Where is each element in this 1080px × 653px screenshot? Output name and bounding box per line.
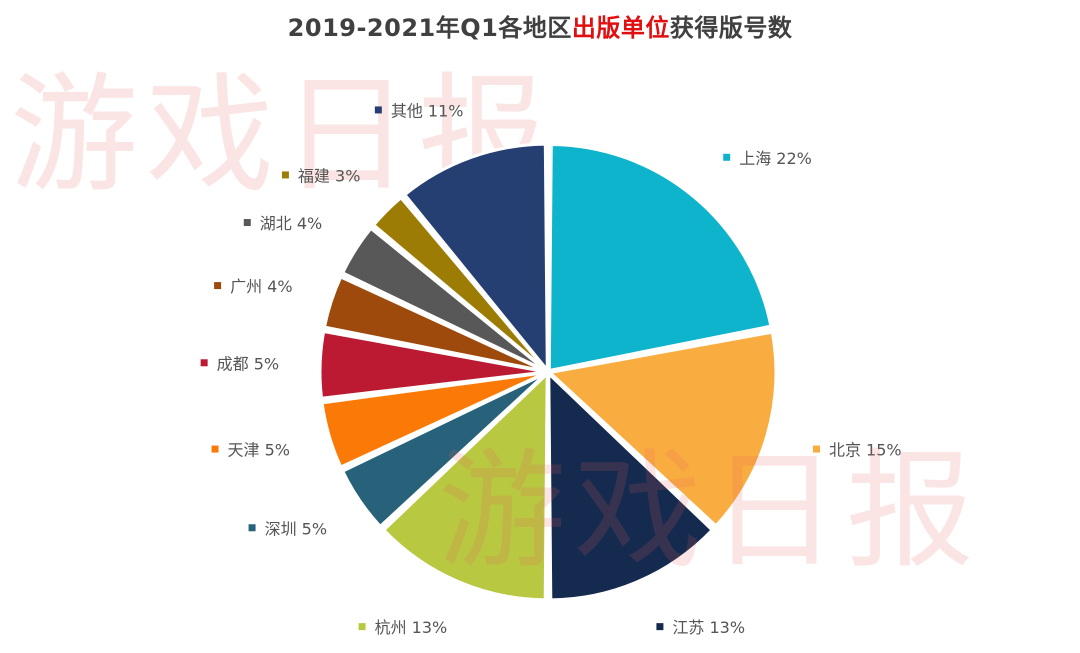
slice-label-2: 江苏 13%: [656, 618, 745, 637]
slice-label-text-6: 成都 5%: [217, 354, 279, 373]
slice-label-8: 湖北 4%: [243, 214, 322, 233]
pie-slice-10: [403, 142, 549, 372]
pie-slice-9: [372, 196, 549, 373]
legend-marker-2: [656, 623, 664, 631]
slice-label-text-9: 福建 3%: [298, 166, 360, 185]
title-highlight: 出版单位: [571, 14, 670, 42]
slice-label-text-2: 江苏 13%: [672, 618, 745, 637]
slice-label-5: 天津 5%: [211, 441, 290, 460]
pie-slice-1: [548, 330, 778, 528]
slice-label-text-5: 天津 5%: [228, 441, 290, 460]
pie-slice-8: [341, 226, 548, 373]
slice-label-3: 杭州 13%: [358, 618, 448, 637]
slice-label-text-4: 深圳 5%: [265, 519, 327, 538]
legend-marker-4: [248, 524, 256, 532]
pie-slice-2: [547, 372, 714, 602]
slice-label-7: 广州 4%: [214, 277, 293, 296]
legend-marker-8: [243, 219, 251, 227]
slice-label-1: 北京 15%: [812, 441, 902, 460]
legend-marker-7: [214, 282, 222, 290]
legend-marker-0: [723, 153, 731, 161]
pie-slice-3: [382, 372, 549, 602]
pie-labels: 上海 22% 北京 15% 江苏 13% 杭州 13% 深圳 5% 天津 5% 成都 5% 广…: [200, 101, 902, 637]
legend-marker-5: [211, 445, 219, 453]
slice-label-10: 其他 11%: [374, 101, 464, 120]
slice-label-text-0: 上海 22%: [739, 149, 812, 168]
slice-label-text-1: 北京 15%: [829, 441, 902, 460]
slice-label-6: 成都 5%: [200, 354, 279, 373]
legend-marker-10: [374, 106, 382, 114]
title-prefix: 2019-2021年Q1各地区: [287, 14, 572, 42]
legend-marker-6: [200, 359, 208, 367]
slice-label-9: 福建 3%: [281, 166, 360, 185]
legend-marker-3: [358, 623, 366, 631]
pie-slice-5: [320, 371, 548, 469]
legend-marker-9: [281, 171, 289, 179]
slice-label-text-7: 广州 4%: [230, 277, 292, 296]
slice-label-0: 上海 22%: [723, 149, 812, 168]
slice-label-text-3: 杭州 13%: [375, 618, 448, 637]
pie-slice-7: [322, 275, 548, 373]
title-suffix: 获得版号数: [669, 14, 793, 42]
slice-label-4: 深圳 5%: [248, 519, 327, 538]
pie-slices: [318, 142, 778, 602]
pie-slice-6: [318, 330, 548, 400]
legend-marker-1: [812, 445, 820, 453]
slice-label-text-8: 湖北 4%: [260, 214, 322, 233]
slice-label-text-10: 其他 11%: [391, 101, 464, 120]
pie-slice-4: [341, 371, 548, 528]
chart-title: 2019-2021年Q1各地区出版单位获得版号数: [0, 8, 1080, 43]
pie-slice-0: [547, 142, 773, 372]
